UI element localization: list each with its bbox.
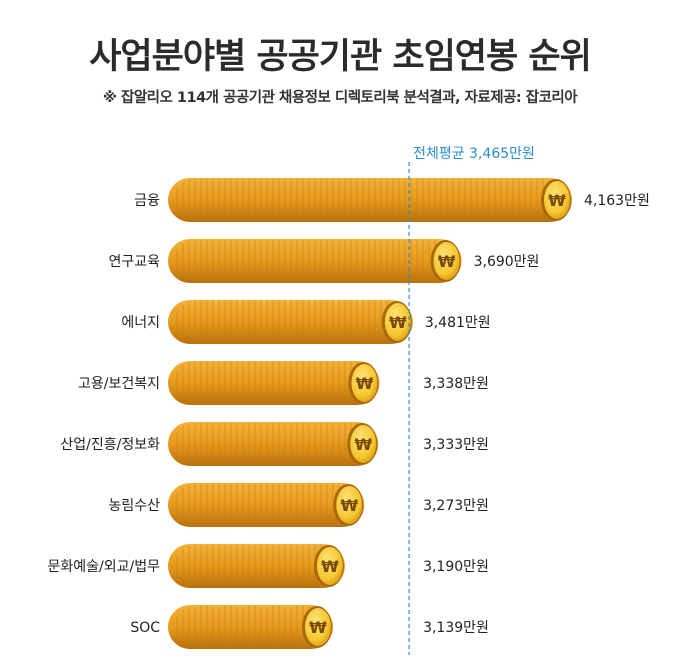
category-label: 농림수산 — [108, 498, 160, 514]
value-label: 3,139만원 — [423, 620, 489, 636]
bar-ridges — [174, 179, 566, 221]
bar-ridges — [174, 545, 339, 587]
coin-face — [350, 425, 377, 463]
category-label: 연구교육 — [108, 254, 160, 270]
value-label: 3,273만원 — [423, 498, 489, 514]
bar-row: 농림수산 ₩3,273만원 — [108, 483, 489, 527]
won-icon: ₩ — [356, 374, 374, 393]
won-icon: ₩ — [389, 313, 407, 332]
coin-face — [351, 364, 378, 402]
bar-ridges — [174, 423, 373, 465]
coin-face — [316, 547, 343, 585]
coin-face — [305, 608, 331, 646]
value-label: 3,333만원 — [423, 437, 489, 453]
category-label: 금융 — [134, 193, 160, 209]
bar-row: 금융 ₩4,163만원 — [134, 178, 650, 222]
bar-ridges — [174, 484, 359, 526]
value-label: 3,190만원 — [423, 559, 489, 575]
won-icon: ₩ — [321, 557, 339, 576]
bar-row: SOC ₩3,139만원 — [130, 605, 489, 649]
category-label: SOC — [130, 620, 160, 636]
value-label: 4,163만원 — [584, 193, 650, 209]
bar-ridges — [174, 301, 407, 343]
category-label: 문화예술/외교/법무 — [48, 559, 161, 575]
won-icon: ₩ — [340, 496, 358, 515]
bar-row: 고용/보건복지 ₩3,338만원 — [78, 361, 489, 405]
bar-row: 문화예술/외교/법무 ₩3,190만원 — [48, 544, 489, 588]
page-title: 사업분야별 공공기관 초임연봉 순위 — [89, 37, 592, 77]
bar-ridges — [174, 240, 456, 282]
average-label: 전체평균 3,465만원 — [413, 146, 535, 162]
category-label: 산업/진흥/정보화 — [60, 437, 160, 453]
value-label: 3,338만원 — [423, 376, 489, 392]
bar-row: 산업/진흥/정보화 ₩3,333만원 — [60, 422, 489, 466]
bar-ridges — [174, 362, 374, 404]
won-icon: ₩ — [438, 252, 456, 271]
won-icon: ₩ — [309, 618, 327, 637]
category-label: 고용/보건복지 — [78, 376, 160, 392]
coin-face — [544, 181, 570, 219]
value-label: 3,481만원 — [425, 315, 491, 331]
coin-face — [384, 303, 411, 341]
coin-face — [433, 242, 460, 280]
coin-face — [336, 486, 363, 524]
bar-ridges — [174, 606, 327, 648]
bar-row: 연구교육 ₩3,690만원 — [108, 239, 539, 283]
won-icon: ₩ — [354, 435, 372, 454]
page-subtitle: ※ 잡알리오 114개 공공기관 채용정보 디렉토리북 분석결과, 자료제공: … — [102, 90, 578, 106]
bar-row: 에너지 ₩3,481만원 — [121, 300, 491, 344]
won-icon: ₩ — [548, 191, 566, 210]
category-label: 에너지 — [121, 315, 160, 331]
value-label: 3,690만원 — [474, 254, 540, 270]
